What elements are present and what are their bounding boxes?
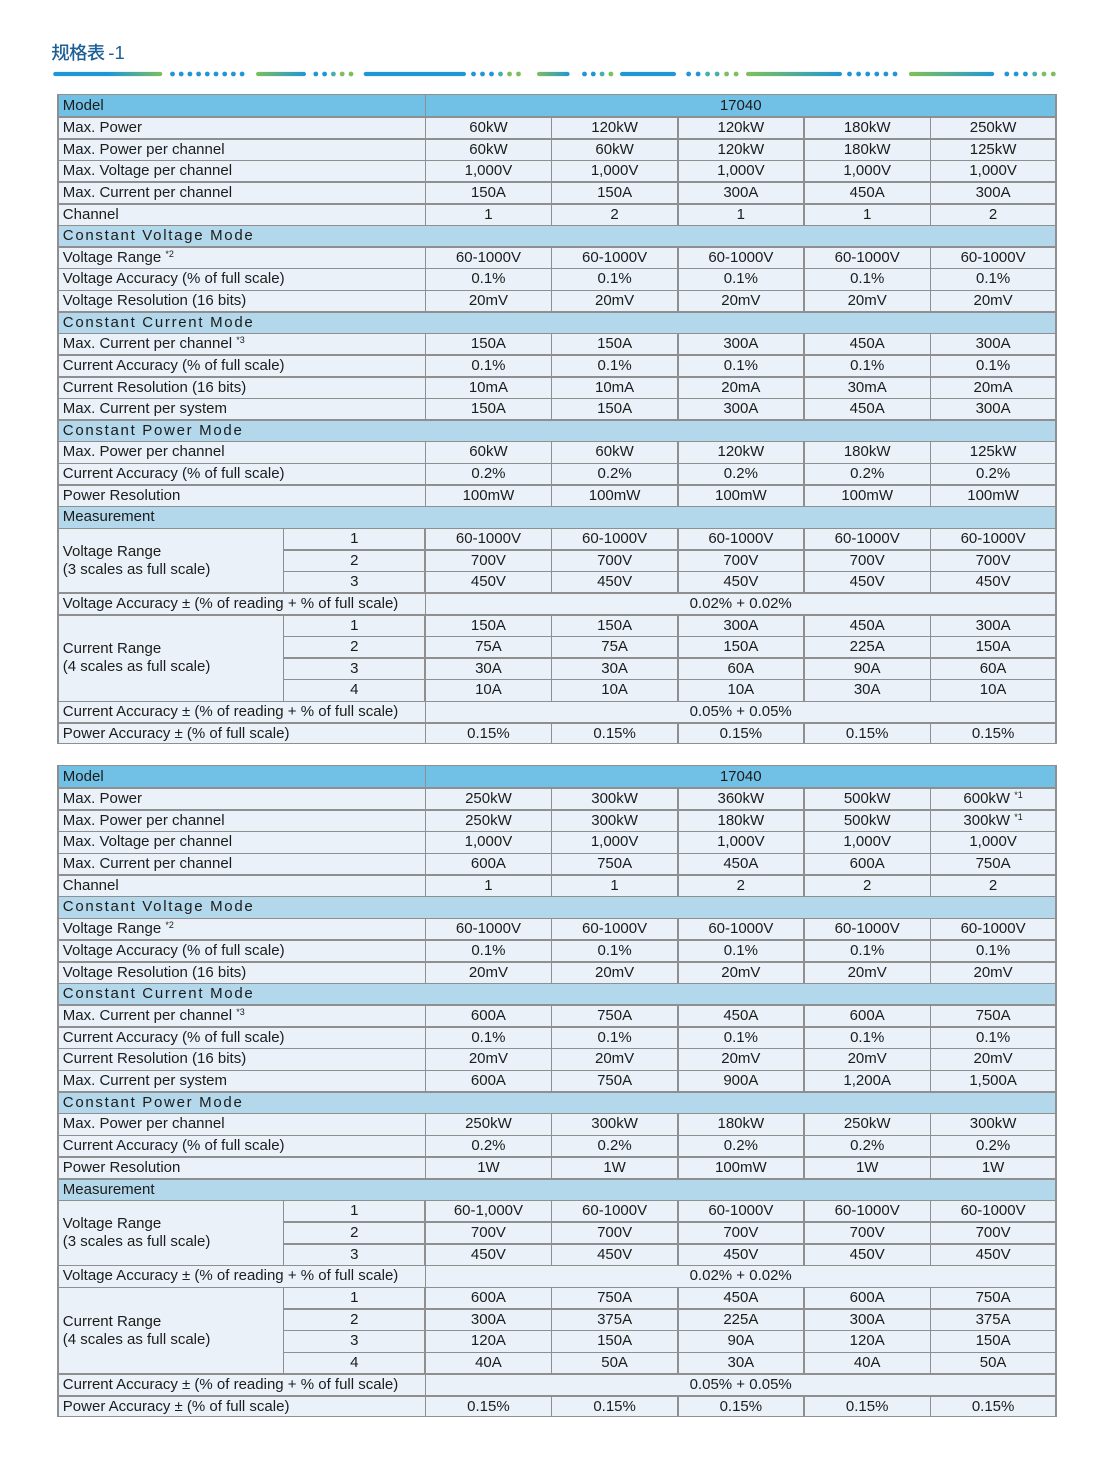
svg-text:-1: -1 [108,42,124,63]
